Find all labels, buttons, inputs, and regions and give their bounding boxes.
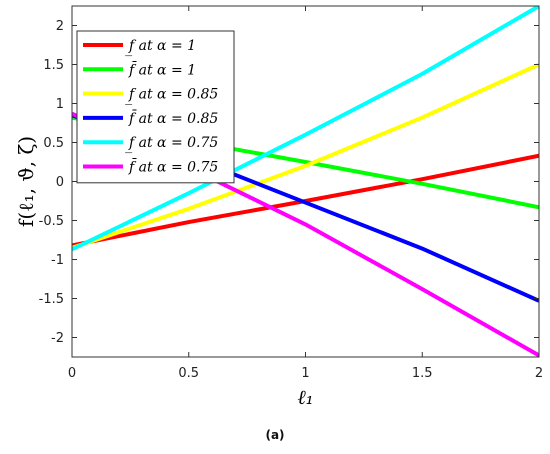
y-tick-label: 1 bbox=[56, 97, 64, 112]
x-axis: 0 0.5 1 1.5 2 bbox=[68, 6, 543, 381]
x-tick-label: 0 bbox=[68, 366, 76, 381]
series-line-f-at-0-75 bbox=[72, 6, 539, 252]
y-tick-label: 2 bbox=[56, 19, 64, 34]
x-axis-label: ℓ₁ bbox=[297, 385, 313, 409]
y-axis-label: f(ℓ₁, ϑ, ζ) bbox=[14, 136, 38, 227]
x-tick-label: 1.5 bbox=[412, 366, 433, 381]
legend: f̲ at α = 1 f̄ at α = 1 f̲ at α = 0.85 f̄ a… bbox=[76, 30, 235, 184]
y-tick-label: -0.5 bbox=[39, 214, 64, 229]
x-tick-label: 1 bbox=[301, 366, 309, 381]
legend-entry-f-at-0-75: f̄ at α = 0.75 bbox=[128, 157, 218, 175]
y-axis: -2 -1.5 -1 -0.5 0 0.5 1 1.5 2 bbox=[39, 19, 539, 346]
series-line-f-at-0-85 bbox=[72, 62, 539, 250]
y-tick-label: 0 bbox=[56, 175, 64, 190]
legend-box bbox=[76, 30, 235, 184]
y-tick-label: 0.5 bbox=[43, 136, 64, 151]
legend-entry-f-at-0-85: f̄ at α = 0.85 bbox=[128, 109, 218, 127]
legend-entry-f-at-0-75: f̲ at α = 0.75 bbox=[125, 135, 218, 154]
y-tick-label: -1.5 bbox=[39, 292, 64, 307]
legend-entry-f-at-1: f̄ at α = 1 bbox=[128, 60, 196, 78]
legend-entry-f-at-1: f̲ at α = 1 bbox=[125, 38, 196, 57]
y-tick-label: -2 bbox=[51, 331, 64, 346]
x-tick-label: 0.5 bbox=[178, 366, 199, 381]
legend-entry-f-at-0-85: f̲ at α = 0.85 bbox=[125, 87, 218, 106]
y-tick-label: 1.5 bbox=[43, 58, 64, 73]
figure-caption: (a) bbox=[265, 428, 285, 442]
y-tick-label: -1 bbox=[51, 253, 64, 268]
x-tick-label: 2 bbox=[535, 366, 543, 381]
